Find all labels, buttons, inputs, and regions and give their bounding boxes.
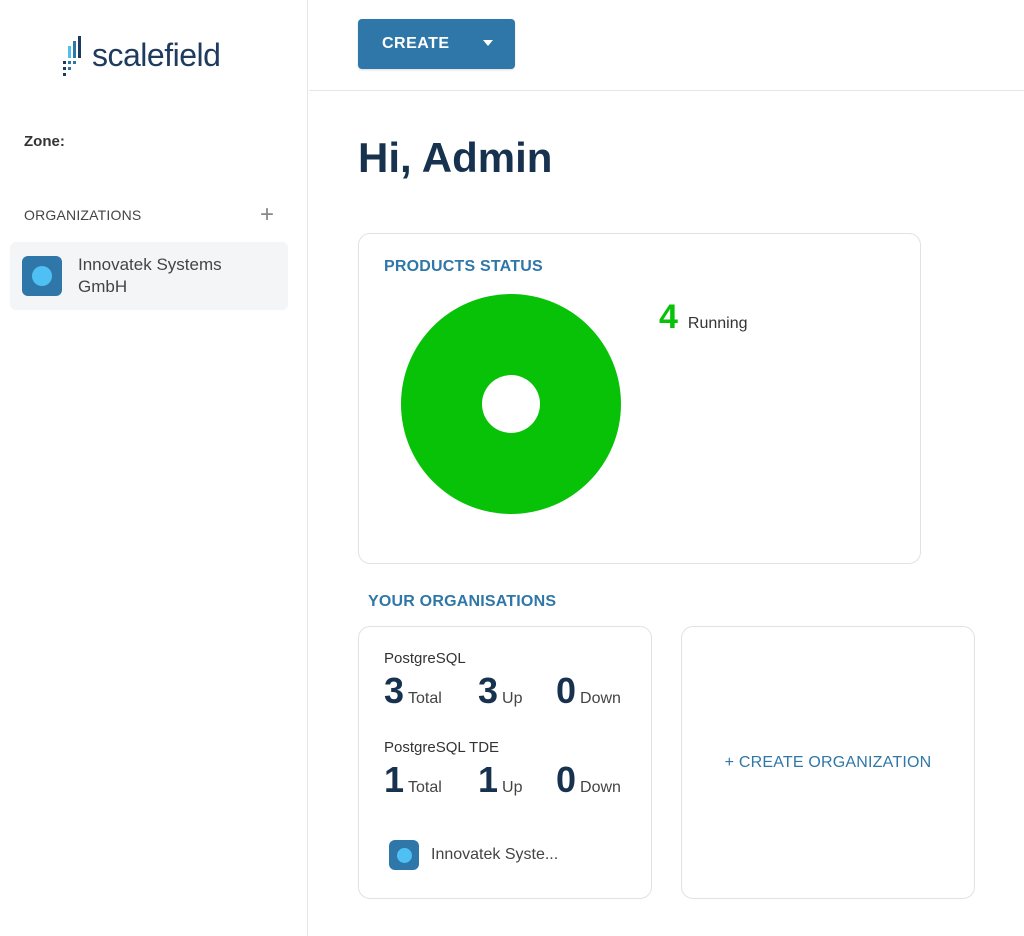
organization-name: Innovatek Syste... [431,846,559,863]
organizations-header: ORGANIZATIONS + [24,201,274,228]
add-organization-icon[interactable]: + [259,201,274,228]
create-button[interactable]: CREATE [358,19,515,69]
donut-hole [482,375,540,433]
stat-total-value: 1 [384,759,405,800]
brand-name: scalefield [92,36,221,73]
stat-total-label: Total [408,690,442,707]
product-postgresql: PostgreSQL 3 Total 3 Up 0 Down [384,650,621,711]
product-stats: 3 Total 3 Up 0 Down [384,671,621,711]
stat-up-label: Up [502,690,523,707]
stat-total: 3 Total [384,671,478,711]
organization-icon [22,256,62,296]
stat-down-label: Down [580,779,621,796]
stat-down: 0 Down [556,760,621,800]
create-organization-button[interactable]: + CREATE ORGANIZATION [724,753,932,771]
organization-card[interactable]: PostgreSQL 3 Total 3 Up 0 Down PostgreSQ… [358,626,652,899]
product-name: PostgreSQL TDE [384,739,500,756]
stat-up-label: Up [502,779,523,796]
create-organization-card[interactable]: + CREATE ORGANIZATION [681,626,975,899]
product-stats: 1 Total 1 Up 0 Down [384,760,621,800]
running-label: Running [687,315,748,332]
stat-up: 3 Up [478,671,556,711]
create-button-label: CREATE [382,35,450,52]
sidebar: scalefield Zone: ORGANIZATIONS + Innovat… [0,0,308,936]
running-count: 4 [659,298,678,336]
stat-down: 0 Down [556,671,621,711]
sidebar-item-innovatek[interactable]: Innovatek Systems GmbH [10,242,288,310]
products-status-title: PRODUCTS STATUS [384,258,543,275]
brand-logo[interactable]: scalefield [60,34,221,80]
stat-up-value: 1 [478,759,499,800]
zone-label: Zone: [24,133,65,150]
stat-down-value: 0 [556,670,577,711]
product-name: PostgreSQL [384,650,466,667]
your-organisations-title: YOUR ORGANISATIONS [368,593,557,610]
chevron-down-icon[interactable] [483,40,493,46]
status-legend-running: 4 Running [659,298,748,337]
stat-total-label: Total [408,779,442,796]
stat-total-value: 3 [384,670,405,711]
organizations-title: ORGANIZATIONS [24,207,142,223]
stat-down-value: 0 [556,759,577,800]
organization-card-footer: Innovatek Syste... [389,840,558,870]
page-title: Hi, Admin [358,134,553,181]
products-status-chart [401,294,621,514]
sidebar-item-label: Innovatek Systems GmbH [78,255,222,296]
organization-icon [389,840,419,870]
stat-down-label: Down [580,690,621,707]
stat-up-value: 3 [478,670,499,711]
scalefield-logo-icon [60,34,90,80]
stat-total: 1 Total [384,760,478,800]
stat-up: 1 Up [478,760,556,800]
product-postgresql-tde: PostgreSQL TDE 1 Total 1 Up 0 Down [384,739,621,800]
products-status-card: PRODUCTS STATUS 4 Running [358,233,921,564]
top-bar: CREATE [309,0,1024,91]
